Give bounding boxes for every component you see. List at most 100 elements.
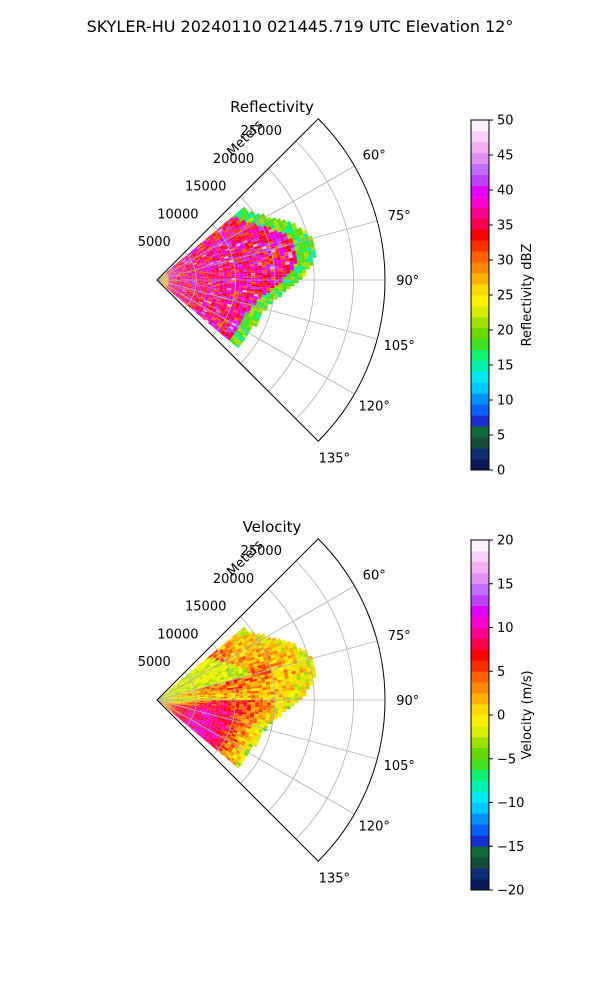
- echo-cell: [266, 692, 271, 695]
- echo-cell: [250, 739, 255, 744]
- echo-cell: [207, 256, 212, 259]
- echo-cell: [205, 261, 210, 264]
- echo-cell: [174, 268, 179, 272]
- echo-cell: [239, 273, 244, 277]
- echo-cell: [258, 291, 263, 295]
- echo-cell: [195, 725, 200, 730]
- echo-cell: [199, 308, 203, 312]
- echo-cell: [217, 683, 223, 686]
- echo-cell: [185, 712, 190, 715]
- echo-cell: [254, 738, 260, 743]
- echo-cell: [237, 328, 242, 333]
- echo-cell: [223, 278, 228, 280]
- echo-cell: [217, 742, 222, 747]
- echo-cell: [203, 308, 208, 312]
- echo-cell: [231, 329, 236, 334]
- echo-cell: [288, 254, 293, 259]
- echo-cell: [233, 296, 238, 300]
- echo-cell: [218, 251, 223, 255]
- echo-cell: [269, 713, 275, 717]
- echo-cell: [257, 644, 263, 649]
- echo-cell: [191, 272, 196, 275]
- echo-cell: [175, 690, 179, 693]
- echo-cell: [205, 252, 210, 256]
- echo-cell: [207, 730, 212, 734]
- echo-cell: [223, 696, 228, 699]
- echo-cell: [175, 272, 180, 275]
- echo-cell: [239, 643, 244, 648]
- echo-cell: [207, 691, 212, 693]
- echo-cell: [168, 281, 173, 283]
- echo-cell: [273, 293, 279, 297]
- echo-cell: [258, 247, 263, 251]
- echo-cell: [232, 335, 237, 340]
- echo-cell: [245, 310, 251, 314]
- echo-cell: [219, 722, 224, 726]
- echo-cell: [172, 701, 177, 703]
- echo-cell: [235, 278, 240, 280]
- echo-cell: [247, 670, 252, 674]
- echo-cell: [172, 700, 177, 702]
- echo-cell: [204, 679, 209, 683]
- echo-cell: [178, 289, 183, 292]
- echo-cell: [237, 641, 243, 646]
- echo-cell: [227, 302, 233, 306]
- echo-cell: [213, 726, 218, 730]
- echo-cell: [179, 715, 183, 719]
- echo-cell: [217, 727, 222, 731]
- echo-cell: [163, 704, 167, 708]
- echo-cell: [180, 714, 185, 717]
- echo-cell: [224, 721, 229, 724]
- echo-cell: [214, 656, 219, 660]
- echo-cell: [180, 702, 185, 704]
- echo-cell: [160, 701, 165, 704]
- echo-cell: [218, 724, 223, 728]
- echo-cell: [278, 688, 283, 692]
- echo-cell: [291, 653, 296, 658]
- echo-cell: [260, 302, 265, 306]
- echo-cell: [168, 274, 172, 277]
- echo-cell: [185, 300, 190, 304]
- echo-cell: [264, 253, 269, 258]
- echo-cell: [182, 267, 187, 270]
- echo-cell: [207, 677, 212, 680]
- echo-cell: [241, 308, 247, 313]
- echo-cell: [178, 297, 182, 301]
- echo-cell: [290, 244, 295, 249]
- echo-cell: [247, 660, 253, 665]
- colorbar-segment: [471, 152, 489, 165]
- echo-cell: [181, 711, 186, 714]
- echo-cell: [248, 323, 253, 328]
- echo-cell: [175, 682, 179, 686]
- echo-cell: [239, 314, 245, 319]
- colorbar-tick-label: 10: [497, 394, 514, 409]
- echo-cell: [266, 282, 271, 286]
- echo-cell: [184, 721, 189, 725]
- echo-cell: [265, 297, 270, 302]
- echo-cell: [243, 273, 248, 276]
- echo-cell: [183, 692, 188, 695]
- echo-cell: [239, 631, 245, 636]
- echo-cell: [184, 694, 189, 696]
- echo-cell: [270, 234, 276, 239]
- echo-cell: [223, 276, 228, 279]
- echo-cell: [176, 697, 181, 699]
- echo-cell: [193, 264, 198, 267]
- azimuth-gridline: [156, 640, 378, 701]
- echo-cell: [242, 208, 248, 214]
- echo-cell: [196, 276, 201, 279]
- echo-cell: [183, 708, 188, 711]
- echo-cell: [225, 316, 230, 321]
- echo-cell: [197, 714, 202, 718]
- echo-cell: [255, 239, 261, 244]
- colorbar-segment: [471, 196, 489, 208]
- echo-cell: [193, 674, 198, 678]
- echo-cell: [192, 681, 197, 685]
- echo-cell: [179, 273, 184, 276]
- echo-cell: [244, 662, 249, 666]
- echo-cell: [203, 735, 208, 740]
- echo-cell: [244, 676, 249, 680]
- echo-cell: [172, 276, 177, 278]
- echo-cell: [205, 263, 210, 266]
- echo-cell: [222, 713, 227, 717]
